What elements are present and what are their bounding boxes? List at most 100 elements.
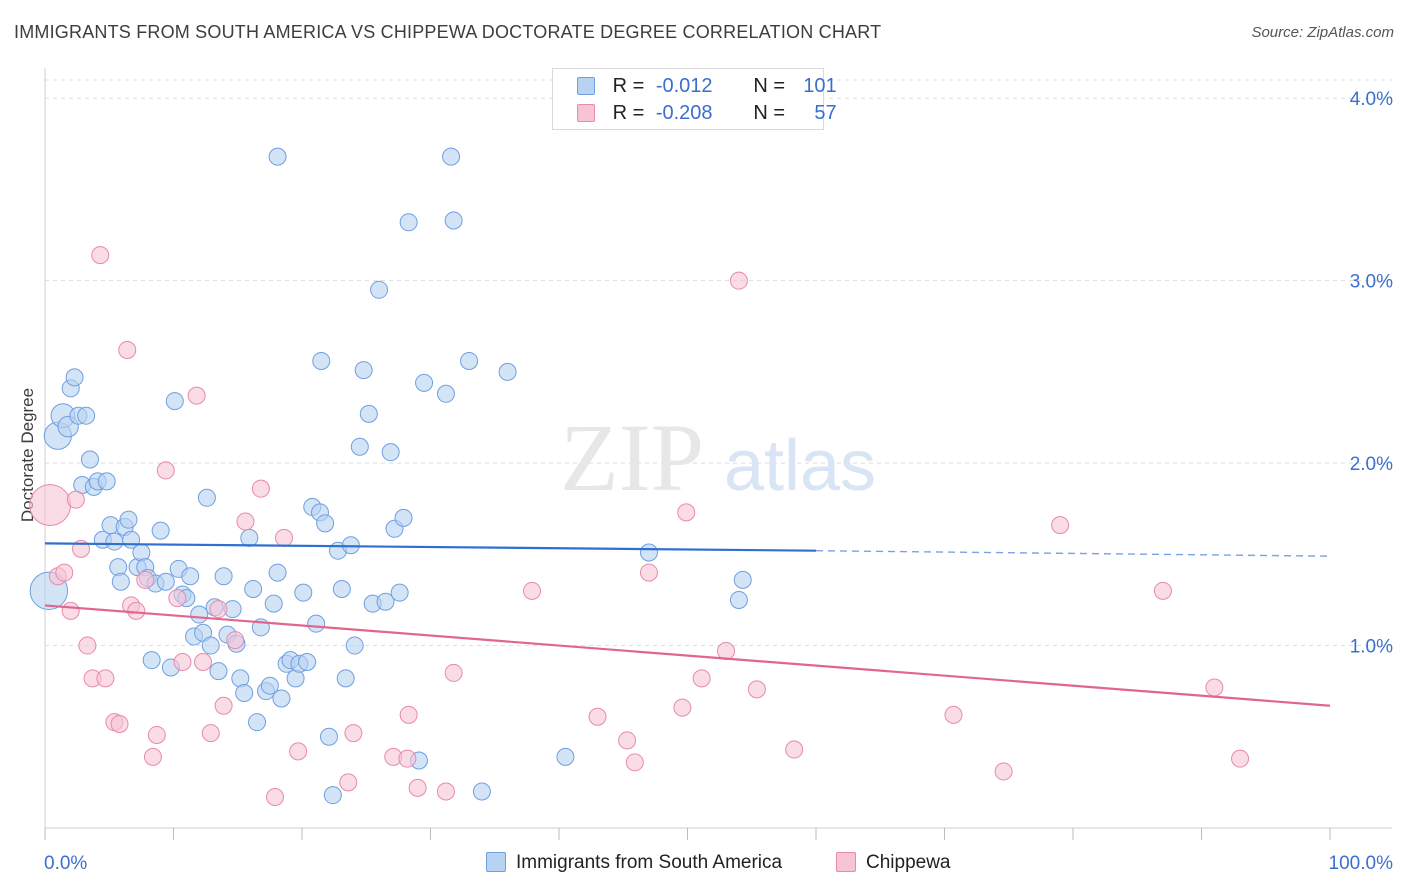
data-point-immigrants [415, 373, 434, 392]
bottom-legend-label-immigrants: Immigrants from South America [516, 852, 783, 873]
data-point-chippewa [1231, 749, 1250, 768]
data-point-chippewa [187, 386, 206, 405]
data-point-immigrants [109, 558, 128, 577]
tick-labels: 1.0% 2.0% 3.0% 4.0% 0.0% 100.0% [44, 89, 1393, 874]
chart-title: IMMIGRANTS FROM SOUTH AMERICA VS CHIPPEW… [14, 22, 882, 42]
data-point-immigrants [260, 676, 279, 695]
data-point-immigrants [350, 437, 369, 456]
legend-r-label: R = [612, 75, 645, 97]
legend-r-value: -0.012 [655, 75, 713, 97]
watermark-atlas: atlas [724, 426, 876, 506]
data-point-chippewa [143, 747, 162, 766]
data-point-immigrants [733, 570, 752, 589]
data-point-chippewa [692, 669, 711, 688]
data-point-immigrants [197, 488, 216, 507]
data-point-chippewa [156, 461, 175, 480]
data-point-chippewa [618, 731, 637, 750]
data-point-chippewa [96, 669, 115, 688]
data-point-immigrants [444, 211, 463, 230]
data-point-chippewa [729, 271, 748, 290]
gridlines [45, 79, 1392, 647]
data-point-immigrants [472, 782, 491, 801]
data-point-chippewa [785, 740, 804, 759]
data-point-chippewa [639, 563, 658, 582]
data-point-immigrants [381, 443, 400, 462]
bottom-legend-swatch-immigrants [486, 852, 506, 872]
trend-lines [44, 542, 1331, 707]
bottom-legend-immigrants: Immigrants from South America [486, 852, 782, 874]
data-point-immigrants [442, 147, 461, 166]
data-point-immigrants [119, 510, 138, 529]
data-point-chippewa [147, 725, 166, 744]
data-point-chippewa [289, 742, 308, 761]
data-point-immigrants [312, 351, 331, 370]
data-point-chippewa [588, 707, 607, 726]
data-point-chippewa [344, 724, 363, 743]
y-tick-label: 1.0% [1350, 637, 1393, 658]
data-point-chippewa [61, 601, 80, 620]
data-point-immigrants [268, 147, 287, 166]
data-point-immigrants [264, 594, 283, 613]
data-point-chippewa [194, 652, 213, 671]
data-point-chippewa [275, 528, 294, 547]
data-point-immigrants [316, 514, 335, 533]
data-point-immigrants [165, 392, 184, 411]
data-point-immigrants [436, 384, 455, 403]
data-point-chippewa [1153, 581, 1172, 600]
data-point-immigrants [319, 727, 338, 746]
data-point-chippewa [29, 484, 72, 526]
data-point-chippewa [55, 563, 74, 582]
data-point-immigrants [460, 351, 479, 370]
data-point-chippewa [436, 782, 455, 801]
data-point-immigrants [214, 567, 233, 586]
data-point-chippewa [677, 503, 696, 522]
legend-n-value: 57 [814, 102, 837, 124]
data-point-chippewa [1051, 516, 1070, 535]
axes [44, 68, 1392, 840]
data-point-immigrants [272, 689, 291, 708]
data-point-immigrants [336, 669, 355, 688]
data-point-immigrants [729, 590, 748, 609]
data-point-immigrants [209, 662, 228, 681]
legend-r-value: -0.208 [655, 102, 713, 124]
data-point-immigrants [298, 652, 317, 671]
data-point-chippewa [209, 600, 228, 619]
bottom-legend-swatch-chippewa [836, 852, 856, 872]
x-tick-label-min: 0.0% [44, 853, 87, 874]
data-point-immigrants [359, 404, 378, 423]
data-point-immigrants [77, 406, 96, 425]
trend-line-chippewa [44, 604, 1331, 707]
data-point-chippewa [944, 705, 963, 724]
data-point-immigrants [201, 636, 220, 655]
data-point-immigrants [639, 543, 658, 562]
data-point-chippewa [168, 589, 187, 608]
data-point-immigrants [370, 280, 389, 299]
y-tick-label: 2.0% [1350, 454, 1393, 475]
data-point-chippewa [1205, 678, 1224, 697]
data-point-chippewa [399, 705, 418, 724]
data-point-immigrants [376, 592, 395, 611]
data-point-immigrants [390, 583, 409, 602]
bottom-legend-label-chippewa: Chippewa [866, 852, 951, 873]
bottom-legend-chippewa: Chippewa [836, 852, 951, 874]
legend-n-label: N = [753, 75, 786, 97]
correlation-legend: R = -0.012 N = 101 R = -0.208 N = 57 [552, 68, 837, 130]
data-point-immigrants [248, 713, 267, 732]
data-point-chippewa [66, 490, 85, 509]
data-point-immigrants [556, 747, 575, 766]
data-point-chippewa [118, 341, 137, 360]
data-point-immigrants [498, 362, 517, 381]
legend-r-label: R = [612, 102, 645, 124]
trend-line-immigrants [44, 542, 817, 552]
data-point-immigrants [294, 583, 313, 602]
data-point-immigrants [65, 368, 84, 387]
data-point-chippewa [236, 512, 255, 531]
legend-row-immigrants: R = -0.012 N = 101 [577, 75, 837, 101]
data-point-immigrants [323, 786, 342, 805]
data-point-chippewa [173, 652, 192, 671]
data-point-chippewa [78, 636, 97, 655]
data-point-chippewa [91, 246, 110, 265]
data-point-chippewa [523, 581, 542, 600]
data-point-immigrants [156, 572, 175, 591]
